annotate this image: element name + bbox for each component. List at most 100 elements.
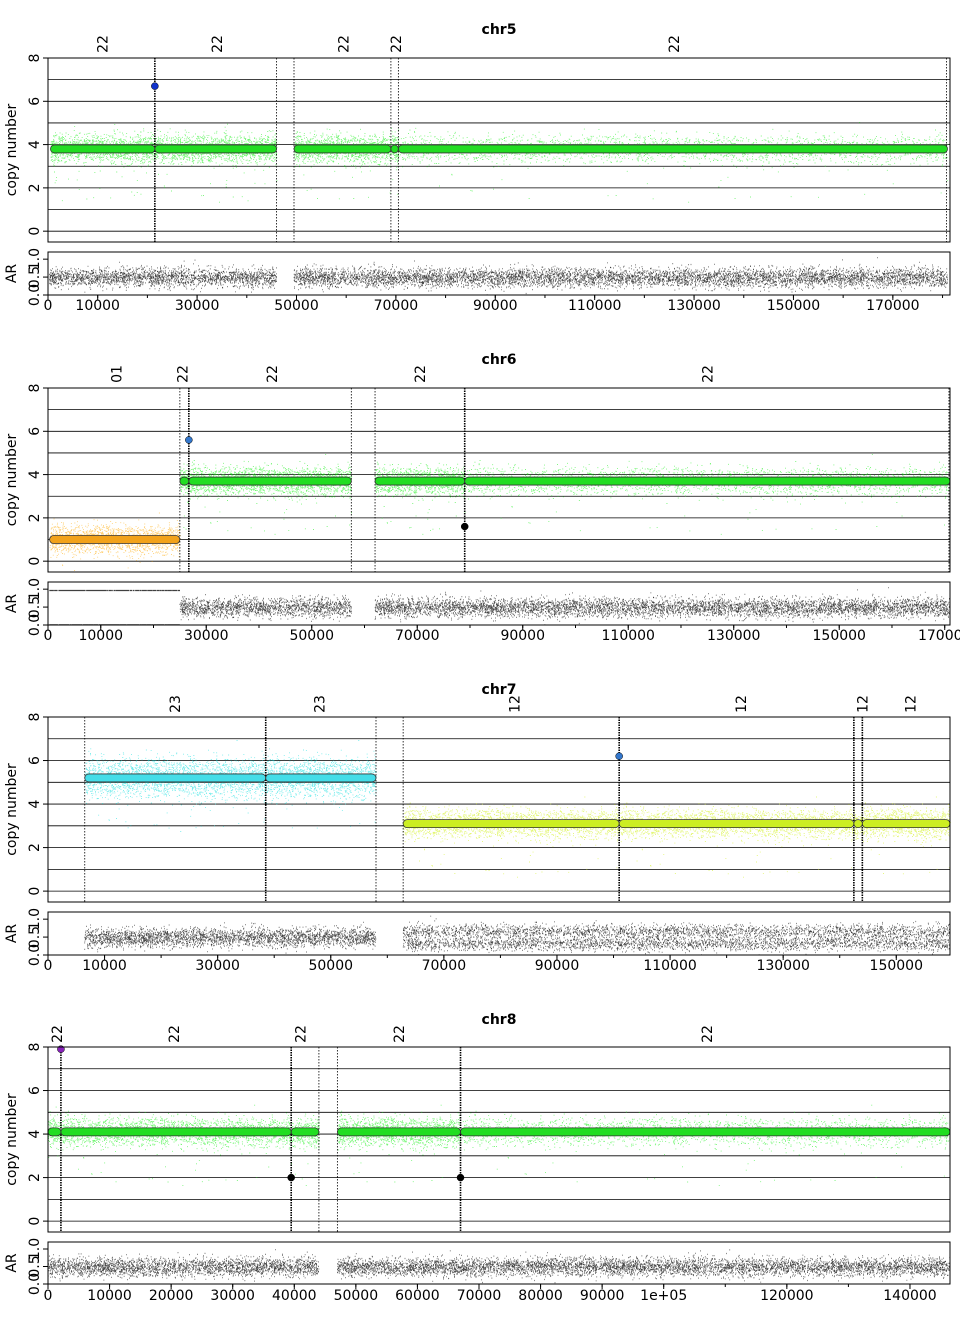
x-tick-label: 50000 <box>334 1288 379 1304</box>
y-tick-label: 2 <box>27 183 43 192</box>
segment-bar <box>60 1127 292 1137</box>
cn-plot-frame <box>47 387 951 573</box>
y-tick-label: 8 <box>27 1043 43 1052</box>
cn-data-points <box>460 1104 951 1186</box>
segment-bar <box>402 819 620 829</box>
cn-data-points <box>337 1104 462 1183</box>
x-tick-label: 120000 <box>760 1288 813 1304</box>
ar-y-tick-label: 0.0 <box>27 614 43 636</box>
x-tick-label: 20000 <box>149 1288 194 1304</box>
ar-axis-label: AR <box>4 264 20 284</box>
segment-bar <box>618 819 855 829</box>
band-label: 22 <box>389 35 405 53</box>
ar-plot-frame <box>47 581 951 626</box>
x-tick-label: 50000 <box>274 298 319 314</box>
y-tick-label: 2 <box>27 513 43 522</box>
band-label: 23 <box>168 695 184 713</box>
y-tick-label: 6 <box>27 1086 43 1095</box>
outlier-point <box>460 522 469 531</box>
band-label: 12 <box>734 695 750 713</box>
outlier-point <box>151 82 159 90</box>
segment-bar <box>47 1127 62 1137</box>
x-tick-label: 90000 <box>473 298 518 314</box>
x-tick-label: 70000 <box>374 298 419 314</box>
cn-data-points <box>84 740 267 832</box>
y-tick-label: 4 <box>27 470 43 479</box>
cn-data-points <box>294 128 392 200</box>
x-tick-label: 0 <box>44 298 53 314</box>
data-points <box>84 740 951 878</box>
segment-bar <box>49 535 181 544</box>
x-tick-label: 70000 <box>395 628 440 644</box>
ar-y-tick-label: 0.0 <box>27 944 43 966</box>
x-tick-label: 150000 <box>767 298 820 314</box>
x-tick-label: 30000 <box>210 1288 255 1304</box>
y-tick-label: 8 <box>27 54 43 63</box>
cn-data-points <box>390 127 400 195</box>
cn-data-points <box>619 796 855 878</box>
y-tick-label: 0 <box>27 887 43 896</box>
x-tick-label: 10000 <box>75 298 120 314</box>
cn-data-points <box>403 796 620 878</box>
ar-y-tick-label: 1.0 <box>27 248 43 270</box>
cn-data-points <box>375 461 466 535</box>
y-tick-label: 2 <box>27 1173 43 1182</box>
x-tick-label: 70000 <box>422 958 467 974</box>
data-points <box>49 454 951 571</box>
band-label: 22 <box>700 365 716 383</box>
y-tick-label: 0 <box>27 227 43 236</box>
x-tick-label: 0 <box>44 958 53 974</box>
x-tick-label: 1e+05 <box>640 1288 687 1304</box>
chart-panel-chr5: chr5 22 22 22 22 22 0 2 4 6 8 copy number 0.00.51.0 A… <box>4 22 951 314</box>
segment-bar <box>154 144 278 154</box>
y-tick-label: 0 <box>27 1217 43 1226</box>
segment-bar <box>188 476 352 486</box>
chart-panel-chr6: chr6 01 22 22 22 22 0 2 4 6 8 copy number 0.00.51.0 A… <box>4 352 960 644</box>
chart-title: chr6 <box>482 352 517 368</box>
band-label: 22 <box>176 365 192 383</box>
cn-data-points <box>60 1104 292 1186</box>
x-tick-label: 0 <box>44 628 53 644</box>
x-tick-label: 70000 <box>457 1288 502 1304</box>
ar-axis-label: AR <box>4 924 20 944</box>
segment-bar <box>336 1127 461 1137</box>
y-axis-label: copy number <box>4 103 20 196</box>
band-label: 22 <box>50 1025 66 1043</box>
y-axis-label: copy number <box>4 1093 20 1186</box>
cn-plot-frame <box>47 1046 951 1233</box>
cn-data-points <box>265 740 377 829</box>
x-tick-label: 150000 <box>870 958 923 974</box>
segment-bar <box>374 476 466 486</box>
ar-y-tick-label: 1.0 <box>27 1238 43 1260</box>
x-tick-label: 80000 <box>518 1288 563 1304</box>
x-tick-label: 10000 <box>78 628 123 644</box>
cn-data-points <box>291 1113 320 1186</box>
ar-region <box>47 1249 320 1285</box>
chart-panel-chr7: chr7 23 23 12 12 12 12 0 2 4 6 8 copy number 0.00.51.… <box>4 682 951 974</box>
band-label: 22 <box>293 1025 309 1043</box>
x-tick-label: 50000 <box>308 958 353 974</box>
band-label: 12 <box>855 695 871 713</box>
ar-y-tick-label: 0.5 <box>27 926 43 948</box>
segment-bar <box>460 1127 951 1137</box>
y-tick-label: 2 <box>27 843 43 852</box>
x-tick-label: 130000 <box>756 958 809 974</box>
cn-plot-frame <box>47 716 951 903</box>
x-tick-label: 30000 <box>175 298 220 314</box>
x-tick-label: 90000 <box>500 628 545 644</box>
x-tick-label: 170000 <box>918 628 960 644</box>
cn-data-points <box>862 796 951 875</box>
x-tick-label: 110000 <box>602 628 655 644</box>
ar-y-tick-label: 0.5 <box>27 1255 43 1277</box>
segment-bar <box>179 476 190 486</box>
x-tick-label: 140000 <box>883 1288 936 1304</box>
chart-title: chr5 <box>482 22 517 38</box>
x-tick-label: 170000 <box>866 298 919 314</box>
cn-data-points <box>155 123 278 203</box>
x-tick-label: 10000 <box>87 1288 132 1304</box>
chart-panel-chr8: chr8 22 22 22 22 22 0 2 4 6 8 copy number 0.00.51.0 A… <box>4 1012 951 1304</box>
band-label: 22 <box>413 365 429 383</box>
y-tick-label: 4 <box>27 1130 43 1139</box>
ar-region <box>374 587 951 626</box>
x-tick-label: 0 <box>44 1288 53 1304</box>
